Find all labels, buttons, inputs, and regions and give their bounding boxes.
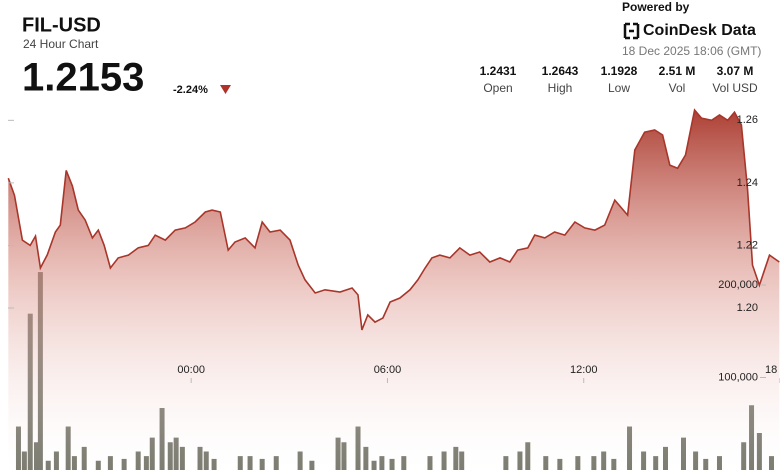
price: 1.2153 bbox=[22, 56, 144, 100]
stats: 1.2431 Open 1.2643 High 1.1928 Low 2.51 M Vol 3.… bbox=[480, 64, 758, 95]
stat-value: 1.1928 bbox=[601, 64, 638, 78]
subtitle: 24 Hour Chart bbox=[23, 37, 99, 51]
stat-value: 3.07 M bbox=[717, 64, 754, 78]
y2-tick-label: 100,000 bbox=[718, 371, 758, 383]
y2-tick-label: 200,000 bbox=[718, 279, 758, 291]
stat-label: Vol bbox=[669, 81, 686, 95]
stat-value: 1.2431 bbox=[480, 64, 517, 78]
y-tick-label: 1.20 bbox=[737, 302, 758, 314]
x-tick-label: 18 bbox=[765, 364, 777, 376]
y-tick-label: 1.26 bbox=[737, 114, 758, 126]
logo bbox=[623, 22, 640, 40]
x-tick-label: 06:00 bbox=[374, 364, 402, 376]
stat-value: 2.51 M bbox=[659, 64, 696, 78]
y-tick-label: 1.24 bbox=[737, 177, 758, 189]
brand: CoinDesk Data bbox=[643, 22, 756, 39]
price-line bbox=[7, 108, 780, 331]
down-arrow bbox=[220, 85, 231, 94]
y-tick-label: 1.22 bbox=[737, 239, 758, 251]
timestamp: 18 Dec 2025 18:06 (GMT) bbox=[622, 44, 761, 58]
stat-label: Low bbox=[608, 81, 630, 95]
powered-by: Powered by bbox=[622, 0, 690, 14]
change: -2.24% bbox=[173, 84, 208, 96]
x-tick-label: 00:00 bbox=[177, 364, 205, 376]
stat-label: High bbox=[548, 81, 573, 95]
plot: 1.20 1.22 1.24 1.26 100,000 200,000 00:00 06:00… bbox=[7, 108, 780, 470]
title: FIL-USD bbox=[22, 14, 101, 36]
stat-label: Open bbox=[483, 81, 512, 95]
x-tick-label: 12:00 bbox=[570, 364, 598, 376]
price-area bbox=[8, 110, 780, 470]
stat-value: 1.2643 bbox=[542, 64, 579, 78]
stat-label: Vol USD bbox=[712, 81, 758, 95]
